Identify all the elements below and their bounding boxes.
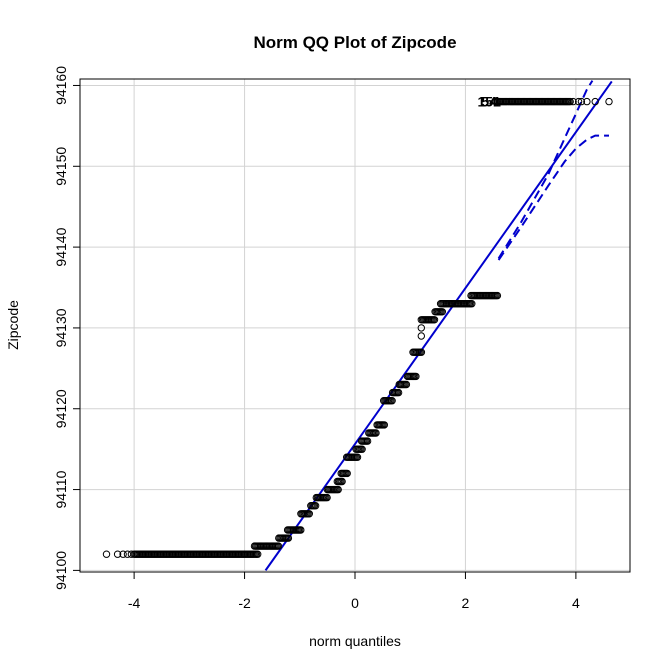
x-tick-label: 0: [351, 595, 359, 611]
y-tick-label: 94110: [53, 470, 69, 508]
data-point: [363, 437, 372, 445]
data-point: [591, 97, 599, 106]
data-point: [284, 534, 293, 542]
data-point: [127, 550, 136, 558]
confidence-band: [497, 80, 609, 261]
data-point: [338, 477, 346, 486]
data-point: [417, 324, 425, 332]
y-tick-label: 94150: [53, 147, 69, 186]
data-point: [119, 550, 127, 558]
data-point: [566, 97, 574, 106]
confidence-band-upper: [497, 80, 594, 259]
reference-line: [264, 80, 613, 571]
data-point: [605, 97, 613, 106]
y-tick-label: 94160: [53, 66, 69, 105]
data-point: [123, 550, 132, 558]
point-annotation: 151: [478, 94, 502, 110]
data-point: [372, 429, 380, 437]
x-axis-label: norm quantiles: [309, 633, 401, 649]
x-axis: -4 -2 0 2 4: [128, 572, 580, 611]
data-point: [323, 493, 331, 502]
data-point: [343, 469, 351, 478]
data-point: [574, 97, 583, 106]
y-axis: 94100 94110 94120 94130 94140 94150 94160: [53, 66, 80, 590]
data-point: [353, 453, 362, 461]
x-tick-label: 2: [462, 595, 470, 611]
data-point: [417, 348, 426, 356]
data-point: [417, 332, 425, 340]
y-tick-label: 94100: [53, 551, 69, 590]
data-point: [305, 510, 313, 518]
point-annotation: 54: [481, 94, 497, 110]
data-point: [380, 421, 388, 429]
confidence-band-lower: [497, 134, 609, 261]
data-point: [468, 300, 476, 308]
data-point: [394, 388, 403, 397]
y-tick-label: 94140: [53, 227, 69, 266]
data-point: [493, 291, 502, 300]
data-point: [569, 97, 577, 106]
y-tick-label: 94120: [53, 389, 69, 428]
x-tick-label: -2: [238, 595, 251, 611]
data-point: [113, 550, 122, 558]
data-point: [430, 316, 439, 324]
data-point: [412, 372, 420, 381]
data-point: [254, 550, 262, 558]
data-point: [438, 308, 446, 316]
x-tick-label: -4: [128, 595, 141, 611]
grid-lines: [80, 79, 630, 572]
data-point: [577, 97, 586, 106]
data-points: [102, 97, 613, 558]
y-axis-label: Zipcode: [5, 300, 21, 350]
data-point: [274, 542, 283, 550]
y-tick-label: 94130: [53, 308, 69, 347]
data-point: [388, 397, 396, 405]
data-point: [102, 550, 111, 558]
data-point: [297, 526, 305, 534]
data-point: [358, 445, 366, 453]
reference-line-group: [264, 80, 613, 571]
data-point: [402, 380, 411, 389]
data-point: [583, 97, 591, 106]
chart-title: Norm QQ Plot of Zipcode: [253, 33, 456, 52]
data-point: [334, 485, 342, 494]
data-point: [311, 502, 320, 510]
x-tick-label: 4: [572, 595, 580, 611]
